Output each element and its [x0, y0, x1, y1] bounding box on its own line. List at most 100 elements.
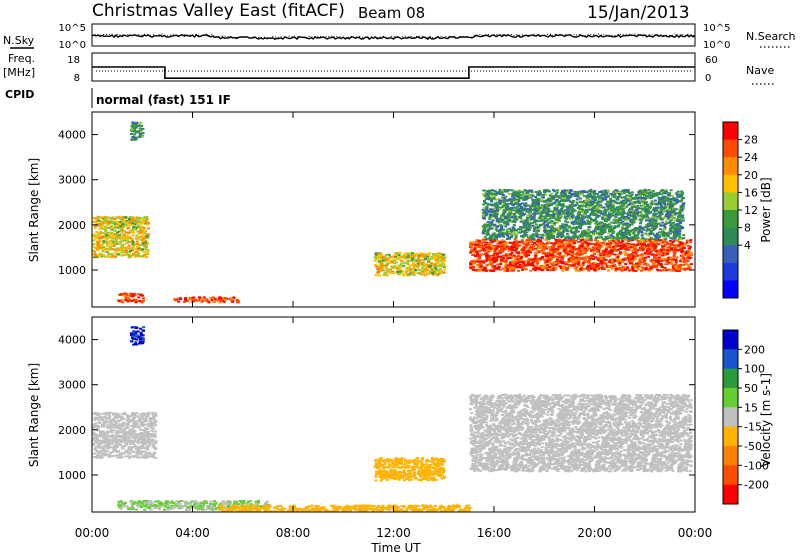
heatmap-cell	[509, 270, 512, 272]
heatmap-cell	[588, 259, 591, 261]
heatmap-cell	[543, 222, 546, 224]
heatmap-cell	[611, 259, 614, 261]
heatmap-cell	[531, 199, 534, 201]
heatmap-cell	[507, 221, 510, 223]
heatmap-cell	[496, 202, 499, 204]
heatmap-cell	[399, 271, 402, 273]
heatmap-cell	[125, 232, 128, 234]
heatmap-cell	[556, 189, 559, 191]
heatmap-cell	[521, 191, 524, 193]
heatmap-cell	[679, 222, 682, 224]
heatmap-cell	[525, 227, 528, 229]
heatmap-cell	[573, 261, 576, 263]
heatmap-cell	[617, 254, 620, 256]
heatmap-cell	[620, 269, 623, 271]
heatmap-cell	[596, 258, 599, 260]
heatmap-cell	[559, 204, 562, 206]
freq-tick-top: 18	[67, 55, 80, 66]
heatmap-cell	[117, 254, 120, 256]
heatmap-cell	[581, 201, 584, 203]
heatmap-cell	[136, 218, 139, 220]
heatmap-cell	[515, 252, 518, 254]
heatmap-cell	[136, 243, 139, 245]
heatmap-cell	[633, 244, 636, 246]
heatmap-cell	[381, 265, 384, 267]
heatmap-cell	[674, 244, 677, 246]
heatmap-cell	[136, 255, 139, 257]
heatmap-cell	[499, 261, 502, 263]
heatmap-cell	[648, 212, 651, 214]
heatmap-cell	[431, 272, 434, 274]
heatmap-cell	[131, 295, 134, 297]
heatmap-cell	[489, 255, 492, 257]
heatmap-cell	[477, 270, 480, 272]
heatmap-cell	[485, 230, 488, 232]
heatmap-cell	[639, 257, 642, 259]
heatmap-cell	[374, 264, 377, 266]
heatmap-cell	[634, 250, 637, 252]
heatmap-cell	[689, 253, 692, 255]
heatmap-cell	[561, 242, 564, 244]
heatmap-cell	[137, 293, 140, 295]
heatmap-cell	[92, 235, 95, 237]
heatmap-cell	[212, 296, 215, 298]
heatmap-cell	[639, 249, 642, 251]
heatmap-cell	[111, 218, 114, 220]
heatmap-cell	[645, 269, 648, 271]
heatmap-cell	[623, 223, 626, 225]
heatmap-cell	[571, 204, 574, 206]
heatmap-cell	[609, 244, 612, 246]
heatmap-cell	[532, 217, 535, 219]
heatmap-cell	[490, 264, 493, 266]
heatmap-cell	[134, 223, 137, 225]
heatmap-cell	[649, 241, 652, 243]
heatmap-cell	[103, 216, 106, 218]
heatmap-cell	[499, 229, 502, 231]
heatmap-cell	[684, 261, 687, 263]
heatmap-cell	[643, 244, 646, 246]
heatmap-cell	[525, 211, 528, 213]
heatmap-cell	[126, 295, 129, 297]
heatmap-cell	[657, 269, 660, 271]
heatmap-cell	[669, 220, 672, 222]
heatmap-cell	[383, 272, 386, 274]
heatmap-cell	[674, 264, 677, 266]
heatmap-cell	[524, 221, 527, 223]
heatmap-cell	[411, 257, 414, 259]
heatmap-cell	[478, 257, 481, 259]
heatmap-cell	[647, 264, 650, 266]
heatmap-cell	[136, 131, 139, 133]
heatmap-cell	[489, 245, 492, 247]
noise-tick-top-right: 10^5	[703, 23, 730, 34]
heatmap-cell	[616, 260, 619, 262]
heatmap-cell	[553, 243, 556, 245]
heatmap-cell	[97, 234, 100, 236]
heatmap-cell	[608, 232, 611, 234]
heatmap-cell	[529, 227, 532, 229]
heatmap-cell	[413, 271, 416, 273]
heatmap-cell	[435, 269, 438, 271]
heatmap-cell	[628, 197, 631, 199]
heatmap-cell	[132, 234, 135, 236]
heatmap-cell	[638, 260, 641, 262]
heatmap-cell	[440, 265, 443, 267]
heatmap-cell	[627, 232, 630, 234]
heatmap-cell	[383, 274, 386, 276]
heatmap-cell	[493, 261, 496, 263]
heatmap-cell	[212, 301, 215, 303]
nsky-label: N.Sky	[3, 34, 35, 47]
heatmap-cell	[471, 250, 474, 252]
heatmap-cell	[525, 241, 528, 243]
heatmap-cell	[412, 262, 415, 264]
heatmap-cell	[601, 261, 604, 263]
heatmap-cell	[477, 240, 480, 242]
heatmap-cell	[378, 274, 381, 276]
heatmap-cell	[432, 256, 435, 258]
heatmap-cell	[414, 253, 417, 255]
heatmap-cell	[516, 243, 519, 245]
heatmap-cell	[680, 258, 683, 260]
heatmap-cell	[400, 260, 403, 262]
heatmap-cell	[209, 297, 212, 299]
heatmap-cell	[511, 209, 514, 211]
heatmap-cell	[139, 133, 142, 135]
